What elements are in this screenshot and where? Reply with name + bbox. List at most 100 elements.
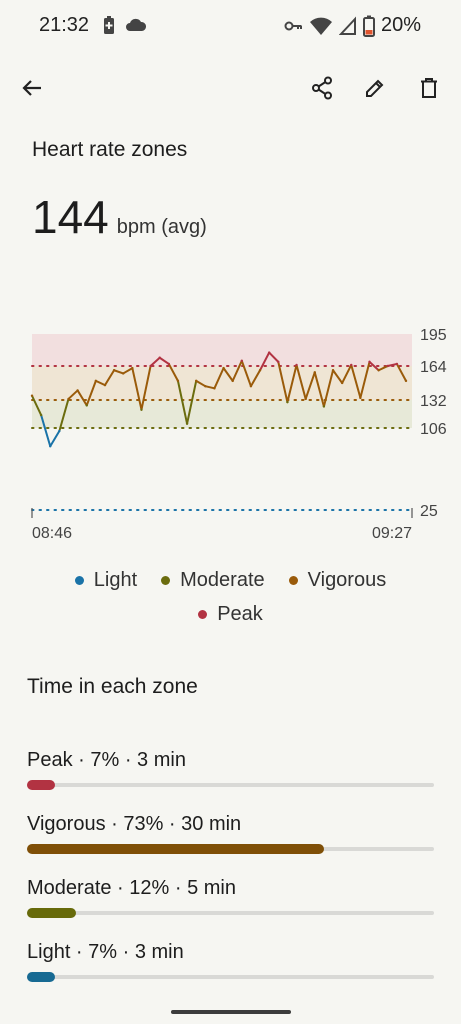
avg-unit: bpm (avg) [116,216,207,238]
heart-rate-point [204,384,207,388]
heart-rate-point [167,362,171,366]
legend-label: Peak [217,602,263,625]
heart-rate-line-segment [368,360,380,372]
status-right-icons: 20% [283,14,421,37]
zone-label: Moderate · 12% · 5 min [27,877,236,899]
avg-value: 144 [32,191,109,243]
heart-rate-point [313,371,316,374]
heart-rate-point [267,351,271,354]
heart-rate-line-segment [204,385,216,390]
heart-rate-point [286,400,289,404]
chart-legend: Light Moderate Vigorous Peak [0,565,461,629]
status-bar: 21:32 20% [0,0,461,52]
zone-light: Light · 7% · 3 min [27,939,434,982]
heart-rate-point [213,387,216,390]
heart-rate-point [85,404,88,407]
heart-rate-point [222,366,225,370]
legend-item-moderate: Moderate [161,569,265,592]
heart-rate-chart-svg: 195 164 132 106 25 08:46 09:27 [30,327,447,542]
edit-button[interactable] [355,68,395,108]
heart-rate-line-segment [322,369,335,408]
heart-rate-point [112,369,116,372]
zone-label: Light · 7% · 3 min [27,941,184,963]
heart-rate-line-segment [332,369,344,384]
home-indicator[interactable] [171,1010,291,1014]
heart-rate-line-segment [249,369,262,388]
zone-label: Vigorous · 73% · 30 min [27,813,242,835]
vpn-key-icon [284,21,302,30]
heart-rate-point [386,364,389,368]
legend-label: Moderate [180,568,265,591]
heart-rate-line-segment [122,367,134,375]
heart-rate-line-segment [240,359,252,388]
legend-dot [198,609,208,619]
app-bar [0,68,461,108]
heart-rate-line-segment [85,379,97,407]
heart-rate-line-segment [350,363,362,399]
heart-rate-point [304,397,307,401]
legend-dot [288,575,298,585]
heart-rate-line-segment [222,367,234,382]
heart-rate-line-segment [31,394,43,417]
heart-rate-line-segment [277,360,289,404]
heart-rate-point [176,379,180,383]
x-tick-label: 08:46 [32,525,72,542]
share-button[interactable] [302,68,342,108]
status-time: 21:32 [39,14,90,36]
heart-rate-point [67,397,70,401]
heart-rate-point [359,396,362,400]
legend-item-light: Light [74,568,138,592]
heart-rate-line-segment [395,362,407,382]
legend-label: Light [93,568,138,591]
heart-rate-line-segment [341,363,353,384]
average-heart-rate: 144 bpm (avg) [32,190,207,244]
heart-rate-line-segment [268,351,280,363]
back-button[interactable] [12,68,52,108]
heart-rate-point [295,363,298,367]
heart-rate-line-segment [176,379,189,425]
wifi-icon [309,17,332,35]
heart-rate-point [350,363,353,367]
legend-label: Vigorous [307,568,387,591]
zone-progress-fill [27,844,325,854]
zone-progress-track [27,908,434,918]
heart-rate-line-segment [49,430,61,448]
heart-rate-line-segment [286,363,298,404]
zone-progress-fill [27,908,76,918]
y-tick-label: 25 [420,503,438,520]
heart-rate-point [49,445,52,448]
heart-rate-line-segment [259,351,271,372]
back-arrow-icon [22,80,41,96]
heart-rate-line-segment [304,371,316,400]
heart-rate-point [185,422,189,425]
heart-rate-point [194,379,198,383]
heart-rate-point [395,362,399,366]
heart-rate-point [249,384,253,388]
heart-rate-line-segment [67,389,79,400]
heart-rate-line-segment [58,397,70,433]
heart-rate-point [377,369,380,372]
heart-rate-point [277,360,280,364]
heart-rate-line-segment [313,371,325,408]
heart-rate-line-segment [167,362,179,382]
heart-rate-point [76,389,79,392]
edit-icon [366,79,384,97]
heart-rate-line-segment [186,379,198,425]
heart-rate-point [231,379,234,383]
heart-rate-point [340,381,344,385]
heart-rate-line-segment [213,367,225,390]
heart-rate-point [404,379,408,383]
y-tick-label: 132 [420,393,447,410]
delete-button[interactable] [409,68,449,108]
heart-rate-point [30,394,34,397]
zone-peak: Peak · 7% · 3 min [27,747,434,790]
heart-rate-point [240,359,244,363]
share-icon [312,76,332,100]
zone-progress-track [27,844,434,854]
heart-rate-point [149,364,152,368]
heart-rate-line-segment [359,360,371,399]
delete-icon [421,78,437,98]
zone-moderate: Moderate · 12% · 5 min [27,875,434,918]
cloud-icon [126,18,147,31]
zone-label: Peak · 7% · 3 min [27,749,186,771]
